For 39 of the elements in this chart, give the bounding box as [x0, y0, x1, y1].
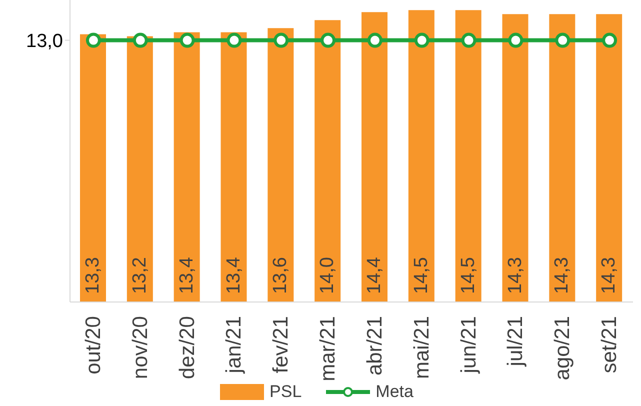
data-label: 14,5 — [410, 257, 432, 294]
x-tick-label: set/21 — [598, 316, 622, 374]
bar — [455, 10, 482, 302]
data-label: 13,4 — [223, 256, 244, 294]
data-label: 13,3 — [82, 257, 104, 294]
bar — [549, 14, 576, 302]
bar — [408, 10, 434, 302]
data-label: 14,3 — [504, 257, 526, 294]
data-label: 13,6 — [270, 257, 292, 294]
data-label: 13,2 — [129, 257, 150, 294]
legend-label: Meta — [376, 382, 414, 402]
data-label: 13,4 — [176, 256, 198, 294]
bar — [502, 14, 528, 302]
x-tick-label: ago/21 — [551, 316, 574, 380]
x-tick-label: dez/20 — [176, 316, 199, 380]
bar — [362, 12, 388, 302]
bar — [268, 28, 294, 302]
x-tick-label: mar/21 — [316, 316, 340, 382]
data-label: 14,0 — [317, 257, 338, 294]
data-label: 14,3 — [598, 257, 620, 294]
x-tick-label: jan/21 — [222, 316, 246, 374]
bar — [80, 34, 106, 302]
bar — [174, 32, 200, 302]
data-label: 14,4 — [364, 256, 385, 294]
bar — [126, 36, 153, 302]
x-tick-label: jun/21 — [457, 316, 480, 374]
x-tick-label: abr/21 — [363, 316, 386, 376]
data-label: 14,3 — [552, 257, 573, 294]
data-label: 14,5 — [458, 257, 479, 294]
bar — [220, 32, 247, 302]
x-tick-label: fev/21 — [270, 316, 293, 374]
x-tick-label: nov/20 — [128, 316, 152, 380]
x-tick-label: out/20 — [82, 316, 105, 374]
legend-label: PSL — [270, 382, 302, 402]
x-tick-label: jul/21 — [504, 316, 528, 368]
bar — [596, 14, 622, 302]
x-tick-label: mai/21 — [410, 316, 434, 380]
bar — [314, 20, 341, 302]
y-tick-label: 13,0 — [26, 31, 63, 52]
